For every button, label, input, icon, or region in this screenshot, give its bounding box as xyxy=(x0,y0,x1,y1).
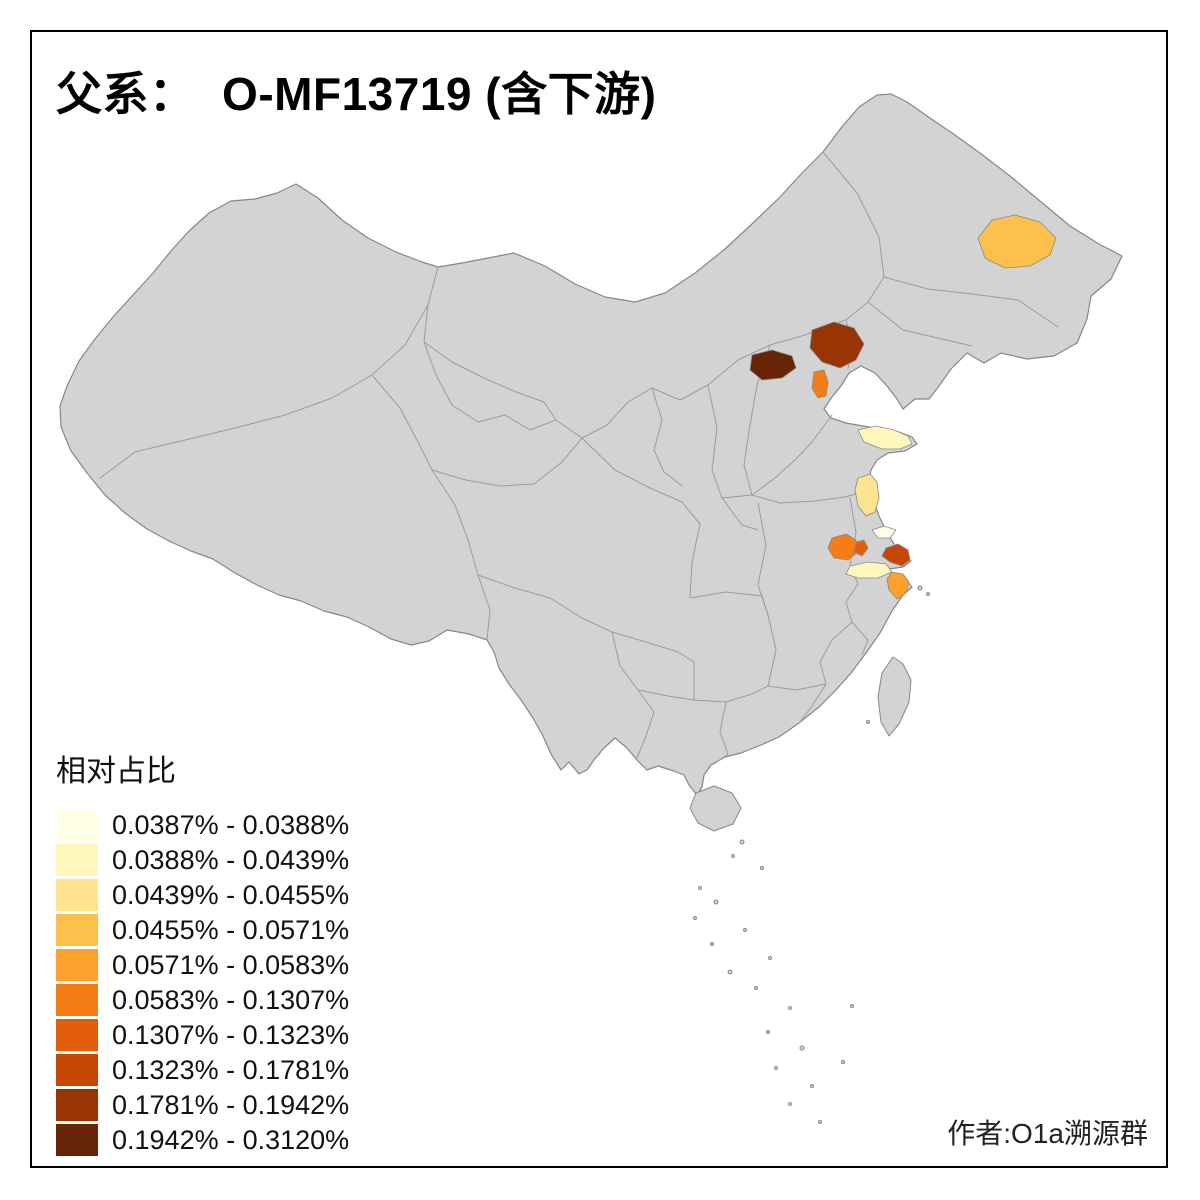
mainland-china xyxy=(59,93,1123,796)
legend-swatch xyxy=(56,1124,98,1156)
legend-label: 0.1323% - 0.1781% xyxy=(112,1054,350,1085)
legend-swatch xyxy=(56,1019,98,1051)
region-shanghai-suzhou-patch xyxy=(881,543,911,567)
legend-title: 相对占比 xyxy=(56,755,176,788)
region-tianjin-patch xyxy=(811,369,829,399)
legend-label: 0.0387% - 0.0388% xyxy=(112,809,350,840)
legend-row: 0.1323% - 0.1781% xyxy=(56,1053,349,1087)
legend-label: 0.0455% - 0.0571% xyxy=(112,914,350,945)
region-beijing-patch xyxy=(809,321,865,369)
legend-row: 0.0388% - 0.0439% xyxy=(56,843,349,877)
legend-swatch xyxy=(56,879,98,911)
legend-label: 0.0388% - 0.0439% xyxy=(112,844,350,875)
legend-swatch xyxy=(56,844,98,876)
region-central-anhui-dark-spot xyxy=(853,539,869,557)
legend-row: 0.0387% - 0.0388% xyxy=(56,808,349,842)
author-credit: 作者:O1a溯源群 xyxy=(947,1118,1148,1149)
region-northwest-hebei-patch xyxy=(749,349,797,381)
legend-row: 0.0571% - 0.0583% xyxy=(56,948,349,982)
region-north-zhejiang-patch xyxy=(886,571,910,600)
region-south-jiangsu-cream-patch xyxy=(871,525,897,539)
legend-row: 0.0583% - 0.1307% xyxy=(56,983,349,1017)
legend-label: 0.0571% - 0.0583% xyxy=(112,949,350,980)
highlighted-regions xyxy=(749,214,1057,600)
region-south-anhui-strip xyxy=(845,561,893,579)
legend-row: 0.0455% - 0.0571% xyxy=(56,913,349,947)
legend-row: 0.0439% - 0.0455% xyxy=(56,878,349,912)
legend-label: 0.0439% - 0.0455% xyxy=(112,879,350,910)
province-borders xyxy=(99,151,1059,765)
legend-row: 0.1307% - 0.1323% xyxy=(56,1018,349,1052)
legend-swatch xyxy=(56,1054,98,1086)
legend-swatch xyxy=(56,949,98,981)
legend-swatch xyxy=(56,984,98,1016)
map-title: 父系： O-MF13719 (含下游) xyxy=(56,68,657,120)
taiwan-island xyxy=(877,656,912,737)
hainan-island xyxy=(689,785,742,832)
legend-swatch xyxy=(56,914,98,946)
legend-row: 0.1781% - 0.1942% xyxy=(56,1088,349,1122)
region-central-anhui-patch xyxy=(827,533,859,561)
legend-label: 0.1781% - 0.1942% xyxy=(112,1089,350,1120)
legend-swatch xyxy=(56,1089,98,1121)
region-shandong-peninsula-patch xyxy=(857,425,913,450)
legend-label: 0.1942% - 0.3120% xyxy=(112,1124,350,1155)
region-jiangsu-coastal-patch xyxy=(854,473,880,517)
legend-label: 0.0583% - 0.1307% xyxy=(112,984,350,1015)
legend: 相对占比 0.0387% - 0.0388% 0.0388% - 0.0439%… xyxy=(56,746,349,1158)
plot-frame xyxy=(30,30,1168,1168)
region-heilongjiang-patch xyxy=(977,214,1057,269)
legend-label: 0.1307% - 0.1323% xyxy=(112,1019,350,1050)
legend-swatch xyxy=(56,809,98,841)
south-china-sea-islets xyxy=(693,585,930,1124)
legend-row: 0.1942% - 0.3120% xyxy=(56,1123,349,1157)
